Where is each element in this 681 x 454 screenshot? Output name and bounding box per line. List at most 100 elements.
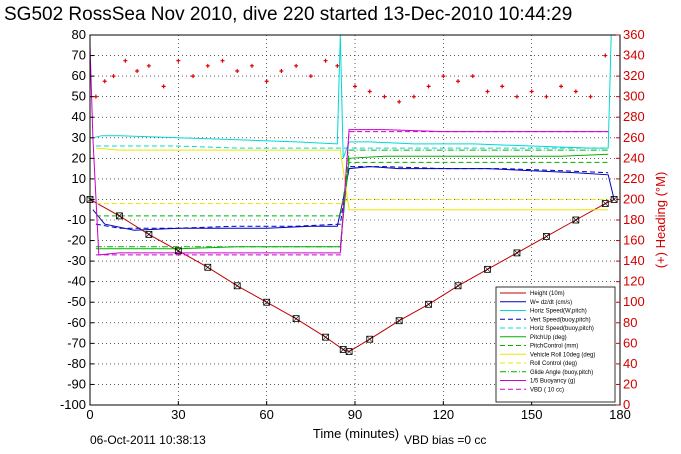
heading-point xyxy=(279,68,284,73)
y2-tick-label: 140 xyxy=(623,253,645,268)
series-lines xyxy=(89,34,615,353)
height-marker-cross xyxy=(425,301,432,308)
height-marker-cross xyxy=(234,282,241,289)
legend-label-3: Vert Speed(buoy,pitch) xyxy=(530,317,591,323)
heading-point xyxy=(294,63,299,68)
height-marker-cross xyxy=(395,317,403,324)
y2-tick-label: 320 xyxy=(623,68,645,83)
heading-point xyxy=(249,63,254,68)
legend: Height (10m) W= dz/dt (cm/s) Horiz Speed(W… xyxy=(495,286,616,403)
x-tick-label: 150 xyxy=(521,407,543,422)
left-axis-ticks: -100-90-80-70-60-50-40-30-20-10010203040… xyxy=(60,27,94,412)
y-tick-label: 30 xyxy=(72,130,86,145)
height-marker xyxy=(484,265,491,273)
y-tick-label: 50 xyxy=(72,89,86,104)
heading-point xyxy=(426,84,431,89)
heading-point xyxy=(500,84,505,89)
height-marker-cross xyxy=(610,196,618,203)
heading-point xyxy=(176,58,181,63)
y2-tick-label: 60 xyxy=(623,335,637,350)
series-line-2 xyxy=(92,34,612,159)
y-tick-label: -40 xyxy=(67,274,86,289)
height-marker xyxy=(425,300,433,308)
height-marker xyxy=(513,249,521,257)
height-marker xyxy=(601,200,609,207)
chart-title: SG502 RossSea Nov 2010, dive 220 started… xyxy=(4,4,572,25)
y-tick-label: 70 xyxy=(72,48,86,63)
y-tick-label: 20 xyxy=(72,150,86,165)
legend-label-2: Horiz Speed(W,pitch) xyxy=(530,309,587,315)
heading-point xyxy=(191,74,196,79)
legend-label-10: 1/5 Buoyancy (g) xyxy=(530,379,575,385)
heading-point xyxy=(146,63,151,68)
heading-point xyxy=(397,99,402,104)
legend-box xyxy=(495,286,616,403)
series-line-1 xyxy=(92,166,615,231)
heading-point xyxy=(485,89,490,94)
heading-point xyxy=(93,94,98,99)
y-tick-label: 60 xyxy=(72,68,86,83)
y-tick-label: -90 xyxy=(67,376,86,391)
heading-point xyxy=(573,89,578,94)
height-marker-cross xyxy=(454,282,462,289)
y2-tick-label: 80 xyxy=(623,315,637,330)
y2-tick-label: 280 xyxy=(623,109,645,124)
y2-tick-label: 200 xyxy=(623,191,645,206)
legend-label-4: Horiz Speed(buoy,pitch) xyxy=(530,326,594,332)
legend-label-7: Vehicle Roll 10deg (deg) xyxy=(530,352,595,358)
height-marker-cross xyxy=(602,200,609,207)
y2-tick-label: 0 xyxy=(623,397,630,412)
heading-point xyxy=(411,94,416,99)
y-tick-label: -80 xyxy=(67,356,86,371)
height-marker xyxy=(233,282,241,290)
heading-point xyxy=(264,79,269,84)
height-marker-cross xyxy=(572,216,580,224)
x-axis-label: Time (minutes) xyxy=(313,426,399,441)
height-marker-cross xyxy=(513,249,521,257)
height-marker xyxy=(572,216,580,224)
height-marker-cross xyxy=(484,266,491,273)
heading-point xyxy=(135,68,140,73)
y2-tick-label: 120 xyxy=(623,274,645,289)
heading-point xyxy=(367,89,372,94)
y-tick-label: -60 xyxy=(67,315,86,330)
height-marker xyxy=(322,333,329,341)
legend-label-6: PitchControl (mm) xyxy=(530,344,578,350)
y-tick-label: -10 xyxy=(67,212,86,227)
y2-tick-label: 40 xyxy=(623,356,637,371)
y-tick-label: -100 xyxy=(60,397,86,412)
heading-points xyxy=(93,53,608,104)
x-tick-label: 90 xyxy=(348,407,362,422)
y2-tick-label: 360 xyxy=(623,27,645,42)
height-marker-cross xyxy=(175,247,182,255)
y2-tick-label: 220 xyxy=(623,171,645,186)
legend-label-5: PitchUp (deg) xyxy=(530,335,567,341)
heading-point xyxy=(205,63,210,68)
height-marker-cross xyxy=(116,212,123,220)
y-tick-label: -70 xyxy=(67,335,86,350)
heading-point xyxy=(161,84,166,89)
series-line-9 xyxy=(95,149,609,248)
y2-tick-label: 180 xyxy=(623,212,645,227)
series-line-6 xyxy=(95,161,609,217)
height-marker xyxy=(263,298,271,306)
height-marker xyxy=(174,247,182,255)
heading-point xyxy=(308,74,313,79)
y-tick-label: 80 xyxy=(72,27,86,42)
legend-items: Height (10m) W= dz/dt (cm/s) Horiz Speed(W… xyxy=(500,291,595,393)
series-line-3 xyxy=(95,166,609,229)
legend-label-1: W= dz/dt (cm/s) xyxy=(530,300,572,306)
y-tick-label: 0 xyxy=(79,191,86,206)
legend-label-0: Height (10m) xyxy=(530,291,565,297)
heading-point xyxy=(111,74,116,79)
y-tick-label: -50 xyxy=(67,294,86,309)
x-tick-label: 180 xyxy=(609,407,631,422)
series-line-7 xyxy=(95,147,609,211)
series-line-11 xyxy=(95,131,609,256)
heading-point xyxy=(220,58,225,63)
y2-tick-label: 160 xyxy=(623,233,645,248)
y2-tick-label: 100 xyxy=(623,294,645,309)
height-marker xyxy=(204,263,212,271)
y2-tick-label: 20 xyxy=(623,376,637,391)
height-marker xyxy=(345,348,353,355)
